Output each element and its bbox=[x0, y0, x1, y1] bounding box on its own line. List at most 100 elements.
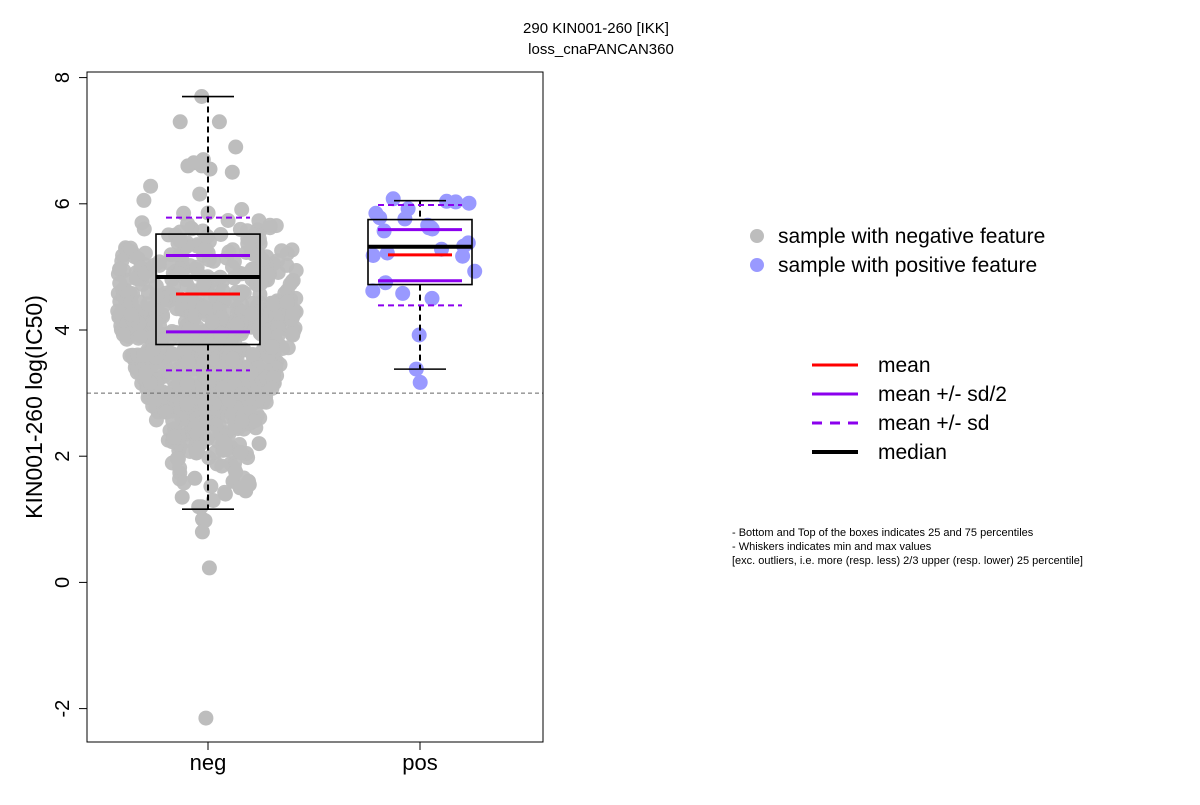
y-tick-label: 2 bbox=[52, 451, 74, 462]
neg-point bbox=[245, 346, 261, 362]
neg-point bbox=[254, 252, 270, 267]
neg-point bbox=[228, 139, 244, 155]
legend-point-label: sample with negative feature bbox=[778, 225, 1045, 248]
neg-point bbox=[179, 375, 195, 391]
plot-frame bbox=[86, 71, 544, 743]
legend-line-label: mean +/- sd/2 bbox=[878, 383, 1007, 406]
neg-point bbox=[203, 478, 219, 494]
neg-box bbox=[155, 233, 261, 346]
y-tick-label: 8 bbox=[52, 72, 74, 83]
y-tick-label: 4 bbox=[52, 324, 74, 335]
neg-point bbox=[165, 346, 181, 362]
neg-point bbox=[123, 307, 139, 323]
neg-point bbox=[253, 276, 269, 291]
neg-point bbox=[220, 213, 236, 228]
neg-point bbox=[197, 396, 213, 412]
pos-point bbox=[455, 248, 471, 264]
pos-point bbox=[424, 290, 440, 306]
notes: - Bottom and Top of the boxes indicates … bbox=[732, 527, 1083, 567]
neg-point bbox=[251, 436, 267, 452]
neg-point bbox=[264, 380, 280, 396]
group-neg bbox=[155, 95, 261, 511]
chart-title-line2: loss_cnaPANCAN360 bbox=[528, 41, 674, 58]
legend-line-label: mean +/- sd bbox=[878, 412, 989, 435]
neg-point bbox=[143, 178, 159, 194]
neg-point bbox=[192, 186, 208, 202]
neg-point bbox=[188, 445, 204, 461]
neg-point bbox=[234, 202, 250, 217]
neg-point bbox=[201, 373, 217, 389]
neg-point bbox=[194, 524, 210, 540]
neg-point bbox=[215, 380, 231, 396]
neg-point bbox=[262, 217, 278, 233]
neg-point bbox=[178, 333, 194, 349]
neg-point bbox=[279, 294, 295, 310]
neg-point bbox=[225, 259, 240, 275]
neg-point bbox=[264, 339, 280, 355]
neg-point bbox=[193, 499, 209, 515]
neg-point bbox=[282, 276, 298, 292]
neg-point bbox=[245, 261, 261, 277]
neg-point bbox=[233, 445, 249, 461]
pos-point bbox=[385, 191, 401, 207]
neg-point bbox=[217, 442, 233, 458]
neg-point bbox=[151, 254, 167, 270]
neg-point bbox=[197, 513, 213, 529]
neg-point bbox=[112, 261, 128, 277]
neg-point bbox=[221, 392, 237, 408]
neg-point bbox=[229, 317, 245, 333]
neg-point bbox=[140, 296, 156, 312]
neg-point bbox=[180, 354, 196, 370]
neg-point bbox=[274, 243, 290, 259]
pos-point bbox=[379, 245, 395, 261]
neg-point bbox=[110, 303, 126, 319]
neg-point bbox=[243, 365, 259, 381]
pos-point bbox=[448, 194, 464, 210]
neg-point bbox=[174, 489, 190, 505]
pos-point bbox=[467, 263, 483, 279]
y-tick-label: 0 bbox=[52, 577, 74, 588]
pos-point bbox=[378, 275, 393, 291]
neg-point bbox=[133, 328, 149, 344]
neg-point bbox=[198, 710, 214, 726]
neg-point bbox=[172, 114, 188, 130]
neg-point bbox=[284, 326, 300, 342]
stats-layer bbox=[155, 95, 473, 511]
y-axis-label: KIN001-260 log(IC50) bbox=[21, 295, 47, 519]
pos-point bbox=[412, 374, 428, 390]
y-tick-label: 6 bbox=[52, 198, 74, 209]
neg-point bbox=[172, 232, 188, 248]
neg-point bbox=[123, 240, 138, 256]
legend-line-label: median bbox=[878, 441, 947, 464]
neg-point bbox=[197, 300, 213, 316]
neg-point bbox=[166, 429, 182, 445]
neg-point bbox=[165, 413, 181, 429]
neg-point bbox=[238, 483, 254, 499]
neg-point bbox=[205, 493, 221, 508]
neg-point bbox=[246, 413, 262, 429]
x-tick-label: neg bbox=[190, 750, 227, 775]
legend-point-marker bbox=[750, 258, 764, 272]
neg-point bbox=[145, 342, 161, 358]
neg-point bbox=[234, 386, 250, 402]
neg-point bbox=[217, 486, 233, 502]
neg-point bbox=[169, 301, 185, 317]
y-tick-label: -2 bbox=[52, 700, 74, 718]
neg-point bbox=[147, 391, 163, 407]
neg-point bbox=[256, 326, 272, 342]
legend-line-label: mean bbox=[878, 354, 931, 377]
neg-point bbox=[213, 326, 229, 342]
pos-point bbox=[365, 248, 381, 263]
neg-point bbox=[224, 351, 240, 367]
neg-point bbox=[180, 158, 196, 174]
note-line: - Bottom and Top of the boxes indicates … bbox=[732, 527, 1034, 539]
note-line: [exc. outliers, i.e. more (resp. less) 2… bbox=[732, 555, 1083, 567]
neg-point bbox=[205, 314, 220, 330]
neg-point bbox=[234, 413, 250, 429]
legend-point-label: sample with positive feature bbox=[778, 254, 1037, 277]
neg-point bbox=[265, 296, 281, 312]
pos-point bbox=[395, 285, 411, 301]
pos-box bbox=[367, 218, 473, 286]
